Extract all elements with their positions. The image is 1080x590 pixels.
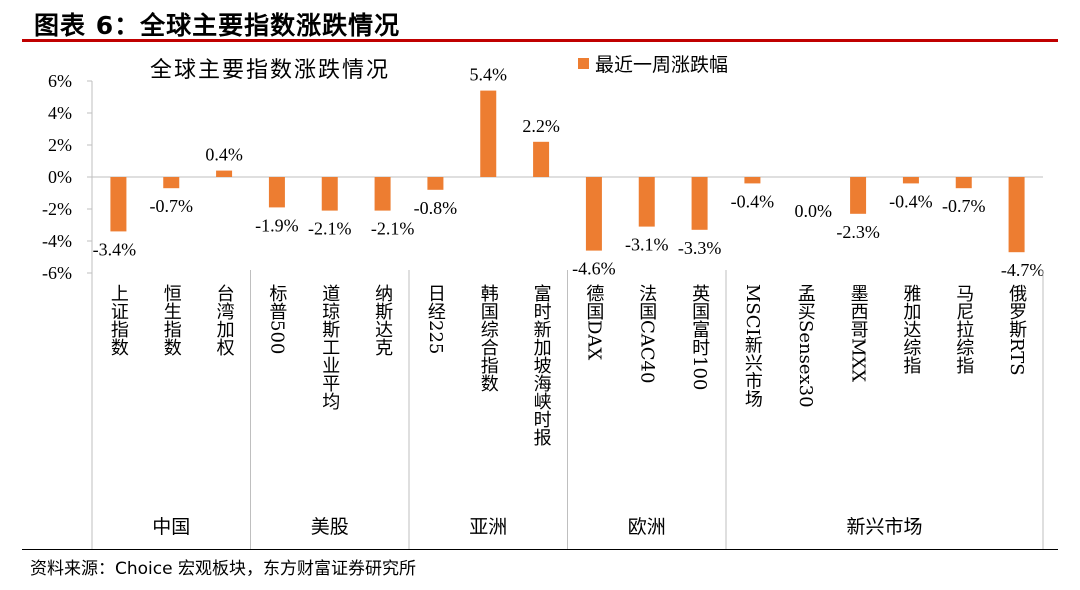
- legend: 最近一周涨跌幅: [578, 50, 728, 76]
- category-label: 日经225: [425, 284, 446, 354]
- bar-3: [216, 170, 233, 177]
- category-label: 富时新加坡海峡时报: [531, 284, 552, 447]
- category-label: 德国DAX: [583, 284, 604, 361]
- bar-chart: 6% 4% 2% 0% -2% -4% -6% -3.4% 上证指数 -0.7% 恒生指数 0.4% 台…: [42, 65, 1045, 549]
- data-label: 0.0%: [795, 201, 833, 221]
- y-tick-label: 2%: [48, 135, 72, 155]
- category-label: 标普500: [266, 284, 287, 355]
- category-label: 上证指数: [108, 284, 129, 356]
- category-label: 孟买Sensex30: [795, 284, 816, 408]
- bar-15: [850, 177, 867, 214]
- y-tick-label: -2%: [42, 199, 72, 219]
- bar-11: [638, 177, 655, 227]
- bar-4: [268, 177, 285, 208]
- category-label: 雅加达综指: [900, 284, 921, 375]
- data-label: -1.9%: [255, 215, 299, 235]
- bar-6: [374, 177, 391, 211]
- chart-title: 全球主要指数涨跌情况: [150, 58, 391, 83]
- category-label: 法国CAC40: [636, 284, 657, 384]
- legend-label: 最近一周涨跌幅: [595, 53, 729, 76]
- group-label: 欧洲: [628, 516, 666, 538]
- figure-title-rule: [22, 39, 1058, 42]
- bar-12: [691, 177, 708, 230]
- data-label: -3.3%: [678, 238, 722, 258]
- data-label: -3.4%: [93, 239, 137, 259]
- chart-area: 6% 4% 2% 0% -2% -4% -6% -3.4% 上证指数 -0.7% 恒生指数 0.4% 台…: [0, 44, 1080, 552]
- category-label: 墨西哥MXX: [848, 284, 869, 382]
- group-label: 中国: [152, 516, 190, 538]
- data-label: 2.2%: [522, 116, 560, 136]
- data-label: 0.4%: [205, 145, 243, 165]
- group-label: 新兴市场: [846, 516, 922, 538]
- y-tick-label: 0%: [48, 167, 72, 187]
- bar-2: [163, 177, 180, 189]
- data-label: -0.7%: [150, 196, 194, 216]
- data-label: -0.7%: [942, 196, 986, 216]
- bar-10: [585, 177, 602, 251]
- data-label: -0.4%: [731, 191, 775, 211]
- y-tick-label: -4%: [42, 231, 72, 251]
- data-label: -2.1%: [371, 219, 415, 239]
- category-label: 恒生指数: [161, 284, 182, 356]
- bar-16: [902, 177, 919, 184]
- data-label: -4.7%: [1001, 260, 1045, 280]
- category-label: 俄罗斯RTS: [1006, 284, 1027, 376]
- category-label: 台湾加权: [214, 284, 235, 356]
- category-label: 道琼斯工业平均: [319, 284, 340, 411]
- category-label: 英国富时100: [689, 284, 710, 391]
- data-label: 5.4%: [470, 65, 508, 85]
- bar-17: [955, 177, 972, 189]
- y-tick-label: 4%: [48, 103, 72, 123]
- category-label: 纳斯达克: [372, 284, 393, 356]
- data-label: -2.1%: [308, 219, 352, 239]
- y-tick-label: 6%: [48, 71, 72, 91]
- bar-18: [1008, 177, 1025, 253]
- bar-13: [744, 177, 761, 184]
- group-label: 亚洲: [469, 516, 507, 538]
- category-label: 马尼拉综指: [953, 284, 974, 375]
- data-label: -2.3%: [836, 222, 880, 242]
- bar-7: [427, 177, 444, 190]
- bar-5: [321, 177, 338, 211]
- category-label: MSCI新兴市场: [742, 284, 763, 408]
- bar-1: [110, 177, 127, 232]
- data-label: -0.4%: [889, 191, 933, 211]
- bar-9: [533, 141, 550, 177]
- bar-8: [480, 90, 497, 177]
- figure-title: 图表 6：全球主要指数涨跌情况: [34, 11, 401, 40]
- legend-swatch: [578, 57, 589, 69]
- data-label: -0.8%: [414, 198, 458, 218]
- data-label: -4.6%: [572, 259, 616, 279]
- data-label: -3.1%: [625, 235, 669, 255]
- source-note: 资料来源：Choice 宏观板块，东方财富证券研究所: [30, 559, 416, 579]
- source-rule: [22, 549, 1058, 550]
- figure-header: 图表 6：全球主要指数涨跌情况: [22, 0, 1058, 42]
- y-tick-label: -6%: [42, 263, 72, 283]
- category-label: 韩国综合指数: [478, 284, 499, 392]
- group-label: 美股: [311, 516, 349, 538]
